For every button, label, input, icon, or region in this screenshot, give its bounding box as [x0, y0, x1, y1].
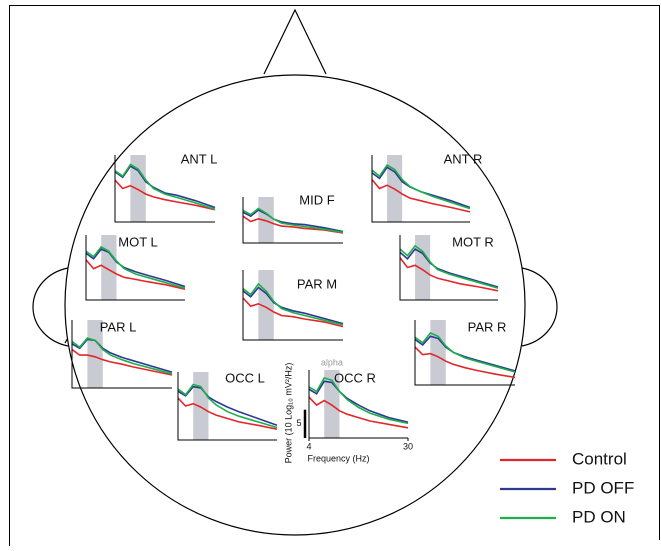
panel-title: ANT L: [181, 151, 218, 166]
figure: ANT L MID F ANT R MOT L MOT R PAR M PAR L PAR R…: [0, 0, 661, 546]
panel-title: MOT L: [118, 234, 158, 249]
nose: [264, 10, 326, 74]
left-ear: [33, 268, 68, 346]
panel-title: ANT R: [444, 151, 483, 166]
alpha-band: [430, 320, 445, 385]
x-tick-label: 30: [403, 441, 413, 451]
right-ear: [522, 268, 557, 346]
scale-bar-label: 5: [296, 418, 301, 428]
alpha-band: [193, 372, 208, 440]
panel-title: PAR R: [468, 319, 507, 334]
panel-title: MID F: [299, 192, 334, 207]
panel-title: OCC R: [334, 370, 376, 385]
panel-title: OCC L: [225, 370, 265, 385]
panel-title: MOT R: [452, 234, 494, 249]
y-axis-label: Power (10 Log₁₀ mV²/Hz): [283, 363, 293, 464]
panel-title: PAR M: [297, 276, 337, 291]
legend-label: PD ON: [572, 507, 626, 526]
legend-label: Control: [572, 449, 627, 468]
legend-label: PD OFF: [572, 478, 634, 497]
band-label: alpha: [321, 357, 343, 367]
x-axis-label: Frequency (Hz): [307, 453, 369, 463]
x-tick-label: 4: [306, 441, 311, 451]
head: [65, 75, 525, 535]
panel-title: PAR L: [100, 319, 137, 334]
